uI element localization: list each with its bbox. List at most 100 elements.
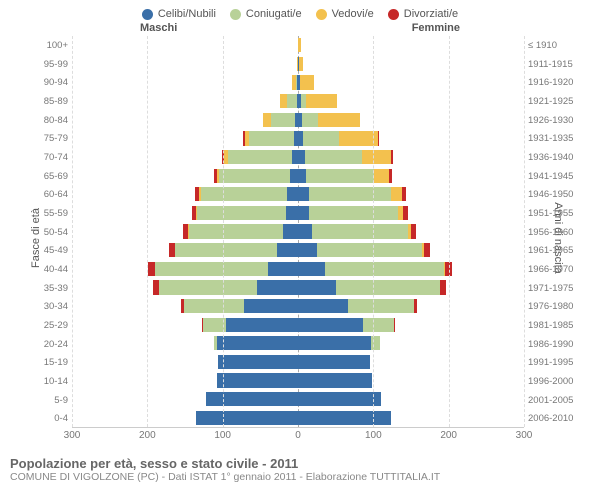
x-tick-label: 300 bbox=[64, 430, 81, 441]
bar-segment bbox=[303, 131, 339, 145]
bar-segment bbox=[363, 318, 395, 332]
pyramid-row bbox=[72, 390, 524, 409]
legend-item: Vedovi/e bbox=[316, 8, 374, 20]
bar-segment bbox=[298, 38, 301, 52]
bar-segment bbox=[394, 318, 395, 332]
bar-segment bbox=[298, 224, 312, 238]
bar-segment bbox=[414, 299, 417, 313]
bar-segment bbox=[197, 206, 286, 220]
grid-line bbox=[223, 36, 224, 427]
legend-item: Divorziati/e bbox=[388, 8, 458, 20]
grid-line bbox=[147, 36, 148, 427]
age-label: 65-69 bbox=[34, 167, 68, 186]
birth-label: 1941-1945 bbox=[528, 167, 578, 186]
bar-segment bbox=[339, 131, 378, 145]
bar-segment bbox=[290, 169, 298, 183]
age-labels: 100+95-9990-9485-8980-8475-7970-7465-696… bbox=[34, 36, 68, 428]
bar-segment bbox=[312, 224, 408, 238]
bar-segment bbox=[271, 113, 295, 127]
pyramid-row bbox=[72, 334, 524, 353]
pyramid-row bbox=[72, 297, 524, 316]
pyramid-row bbox=[72, 73, 524, 92]
birth-label: 1951-1955 bbox=[528, 204, 578, 223]
birth-label: 1976-1980 bbox=[528, 297, 578, 316]
bar-segment bbox=[155, 262, 268, 276]
age-label: 50-54 bbox=[34, 223, 68, 242]
bar-segment bbox=[403, 206, 408, 220]
footer-title: Popolazione per età, sesso e stato civil… bbox=[10, 456, 590, 471]
legend: Celibi/NubiliConiugati/eVedovi/eDivorzia… bbox=[0, 0, 600, 22]
birth-label: ≤ 1910 bbox=[528, 36, 578, 55]
age-label: 20-24 bbox=[34, 335, 68, 354]
pyramid-row bbox=[72, 185, 524, 204]
pyramid-row bbox=[72, 260, 524, 279]
birth-label: 1926-1930 bbox=[528, 111, 578, 130]
bar-segment bbox=[306, 94, 338, 108]
bar-segment bbox=[305, 150, 362, 164]
pyramid-row bbox=[72, 222, 524, 241]
bar-segment bbox=[402, 187, 407, 201]
pyramid-row bbox=[72, 353, 524, 372]
age-label: 95-99 bbox=[34, 55, 68, 74]
bar-segment bbox=[298, 169, 306, 183]
bar-segment bbox=[287, 187, 298, 201]
label-femmine: Femmine bbox=[412, 22, 460, 34]
bar-segment bbox=[298, 187, 309, 201]
bar-segment bbox=[391, 150, 393, 164]
age-label: 30-34 bbox=[34, 297, 68, 316]
bar-segment bbox=[244, 299, 298, 313]
age-label: 35-39 bbox=[34, 279, 68, 298]
bar-segment bbox=[440, 280, 446, 294]
birth-label: 1996-2000 bbox=[528, 372, 578, 391]
bar-segment bbox=[189, 224, 283, 238]
grid-line bbox=[72, 36, 73, 427]
pyramid-row bbox=[72, 166, 524, 185]
birth-label: 1956-1960 bbox=[528, 223, 578, 242]
bar-rows bbox=[72, 36, 524, 427]
bar-segment bbox=[283, 224, 298, 238]
age-label: 60-64 bbox=[34, 185, 68, 204]
bar-segment bbox=[201, 187, 288, 201]
birth-label: 1961-1965 bbox=[528, 241, 578, 260]
bar-segment bbox=[277, 243, 298, 257]
bar-segment bbox=[298, 411, 391, 425]
pyramid-row bbox=[72, 36, 524, 55]
bar-segment bbox=[217, 336, 298, 350]
bar-segment bbox=[298, 206, 309, 220]
pyramid-row bbox=[72, 409, 524, 428]
pyramid-row bbox=[72, 278, 524, 297]
age-label: 10-14 bbox=[34, 372, 68, 391]
legend-dot bbox=[142, 9, 153, 20]
bar-segment bbox=[298, 336, 371, 350]
bar-segment bbox=[217, 373, 298, 387]
bar-segment bbox=[298, 318, 363, 332]
bar-segment bbox=[287, 94, 296, 108]
bar-segment bbox=[325, 262, 444, 276]
pyramid-row bbox=[72, 371, 524, 390]
birth-label: 1966-1970 bbox=[528, 260, 578, 279]
bar-segment bbox=[226, 318, 298, 332]
bar-segment bbox=[336, 280, 440, 294]
bar-segment bbox=[348, 299, 414, 313]
birth-label: 2001-2005 bbox=[528, 391, 578, 410]
bar-segment bbox=[302, 113, 319, 127]
grid-line bbox=[449, 36, 450, 427]
birth-label: 1921-1925 bbox=[528, 92, 578, 111]
bar-segment bbox=[411, 224, 416, 238]
age-label: 15-19 bbox=[34, 353, 68, 372]
birth-label: 1911-1915 bbox=[528, 55, 578, 74]
grid-line bbox=[524, 36, 525, 427]
birth-label: 2006-2010 bbox=[528, 409, 578, 428]
bar-segment bbox=[298, 299, 348, 313]
bar-segment bbox=[148, 262, 155, 276]
pyramid-row bbox=[72, 92, 524, 111]
footer: Popolazione per età, sesso e stato civil… bbox=[0, 454, 600, 483]
birth-label: 1936-1940 bbox=[528, 148, 578, 167]
bar-segment bbox=[298, 373, 372, 387]
bar-segment bbox=[374, 169, 389, 183]
age-label: 80-84 bbox=[34, 111, 68, 130]
bar-segment bbox=[391, 187, 402, 201]
legend-label: Celibi/Nubili bbox=[158, 8, 216, 20]
birth-label: 1986-1990 bbox=[528, 335, 578, 354]
x-tick-label: 0 bbox=[295, 430, 301, 441]
